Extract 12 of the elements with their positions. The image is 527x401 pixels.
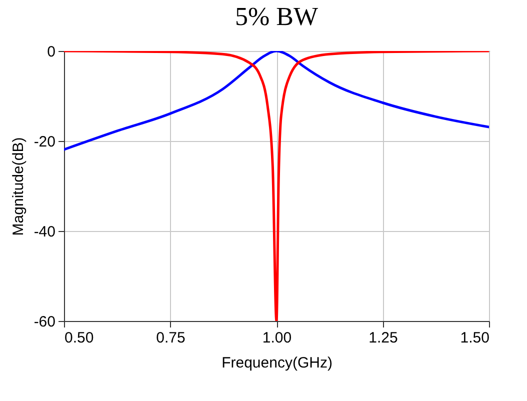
y-axis-title: Magnitude(dB): [10, 137, 27, 236]
y-tick-label: -60: [34, 314, 56, 330]
chart-title: 5% BW: [234, 2, 318, 31]
x-tick-label: 0.75: [156, 330, 186, 346]
x-tick-label: 0.50: [64, 330, 94, 346]
y-tick-label: -40: [34, 224, 56, 240]
x-tick-label: 1.50: [460, 330, 490, 346]
x-tick-label: 1.00: [262, 330, 292, 346]
y-tick-label: 0: [47, 44, 56, 60]
y-tick-label: -20: [34, 134, 56, 150]
x-axis-title: Frequency(GHz): [222, 354, 332, 372]
x-tick-label: 1.25: [368, 330, 398, 346]
